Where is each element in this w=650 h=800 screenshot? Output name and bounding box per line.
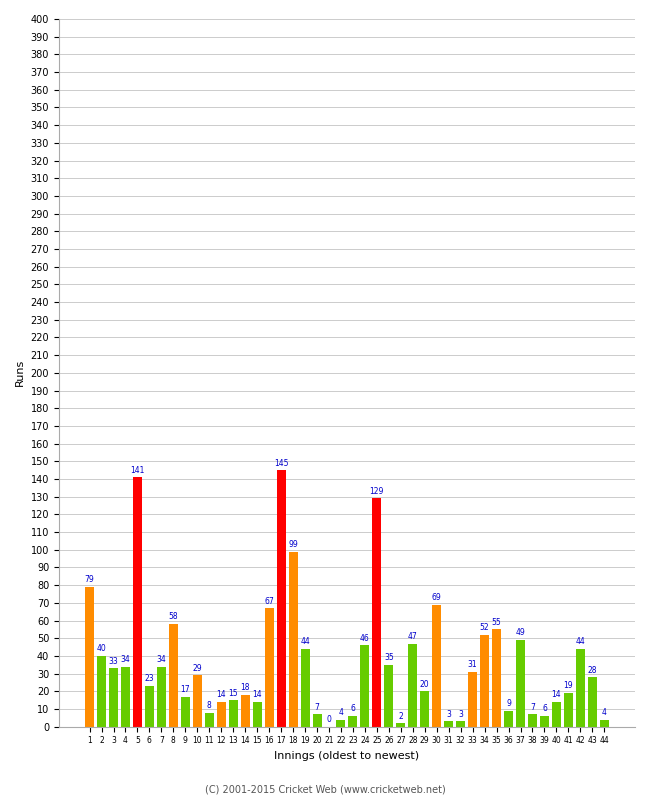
Bar xyxy=(552,702,561,726)
Text: 55: 55 xyxy=(491,618,501,626)
Bar xyxy=(348,716,358,726)
Text: 44: 44 xyxy=(300,638,310,646)
Bar xyxy=(216,702,226,726)
Text: 20: 20 xyxy=(420,680,430,689)
Bar xyxy=(384,665,393,726)
Bar xyxy=(97,656,106,726)
Text: 29: 29 xyxy=(192,664,202,673)
Text: 49: 49 xyxy=(515,628,525,638)
Text: 2: 2 xyxy=(398,711,403,721)
Text: 14: 14 xyxy=(216,690,226,699)
Text: 14: 14 xyxy=(252,690,262,699)
Bar xyxy=(85,587,94,726)
Text: 9: 9 xyxy=(506,699,511,708)
Bar xyxy=(480,634,489,726)
Text: 6: 6 xyxy=(542,705,547,714)
Bar xyxy=(181,697,190,726)
Bar xyxy=(313,714,322,726)
Bar xyxy=(109,668,118,726)
Text: 34: 34 xyxy=(157,655,166,664)
Text: 35: 35 xyxy=(384,653,394,662)
Text: 99: 99 xyxy=(288,540,298,549)
Bar xyxy=(492,630,501,726)
Text: 69: 69 xyxy=(432,593,441,602)
Text: 31: 31 xyxy=(468,660,478,670)
Text: 3: 3 xyxy=(447,710,451,718)
Bar xyxy=(468,672,477,726)
Bar xyxy=(504,710,513,726)
Bar xyxy=(145,686,154,726)
Bar xyxy=(372,498,382,726)
Text: 47: 47 xyxy=(408,632,418,641)
Text: 7: 7 xyxy=(530,702,535,712)
Text: 17: 17 xyxy=(181,685,190,694)
Text: 40: 40 xyxy=(97,644,107,654)
Text: 4: 4 xyxy=(339,708,343,717)
Bar xyxy=(289,551,298,726)
Bar xyxy=(277,470,285,726)
Text: 67: 67 xyxy=(265,597,274,606)
Y-axis label: Runs: Runs xyxy=(15,359,25,386)
Bar xyxy=(253,702,262,726)
Text: 18: 18 xyxy=(240,683,250,692)
Text: 52: 52 xyxy=(480,623,489,632)
Bar xyxy=(408,643,417,726)
Bar xyxy=(540,716,549,726)
Bar xyxy=(396,723,406,726)
Bar xyxy=(265,608,274,726)
Bar xyxy=(193,675,202,726)
Text: 33: 33 xyxy=(109,657,118,666)
Bar xyxy=(564,693,573,726)
Text: 46: 46 xyxy=(360,634,370,642)
Text: 79: 79 xyxy=(84,575,94,584)
Bar xyxy=(169,624,178,726)
Bar xyxy=(300,649,309,726)
Text: 3: 3 xyxy=(458,710,463,718)
Text: 28: 28 xyxy=(588,666,597,674)
Bar xyxy=(600,720,609,726)
Bar xyxy=(157,666,166,726)
Text: 34: 34 xyxy=(121,655,131,664)
Bar xyxy=(421,691,429,726)
Bar xyxy=(456,722,465,726)
Text: 58: 58 xyxy=(168,613,178,622)
Text: 44: 44 xyxy=(575,638,585,646)
Text: 129: 129 xyxy=(370,487,384,496)
Text: (C) 2001-2015 Cricket Web (www.cricketweb.net): (C) 2001-2015 Cricket Web (www.cricketwe… xyxy=(205,784,445,794)
Bar xyxy=(337,720,345,726)
Bar xyxy=(432,605,441,726)
Bar xyxy=(516,640,525,726)
Bar xyxy=(576,649,585,726)
Text: 15: 15 xyxy=(228,689,238,698)
Bar xyxy=(444,722,453,726)
Text: 23: 23 xyxy=(144,674,154,683)
Bar xyxy=(240,695,250,726)
Bar xyxy=(528,714,537,726)
Bar xyxy=(205,713,214,726)
Text: 4: 4 xyxy=(602,708,606,717)
Bar xyxy=(588,677,597,726)
Bar xyxy=(133,478,142,726)
Bar xyxy=(229,700,238,726)
Text: 14: 14 xyxy=(552,690,561,699)
Bar xyxy=(360,646,369,726)
Text: 19: 19 xyxy=(564,682,573,690)
Text: 0: 0 xyxy=(326,715,332,724)
Text: 7: 7 xyxy=(315,702,319,712)
X-axis label: Innings (oldest to newest): Innings (oldest to newest) xyxy=(274,751,419,761)
Text: 8: 8 xyxy=(207,701,212,710)
Bar xyxy=(121,666,130,726)
Text: 145: 145 xyxy=(274,458,289,467)
Text: 141: 141 xyxy=(130,466,145,474)
Text: 6: 6 xyxy=(350,705,356,714)
